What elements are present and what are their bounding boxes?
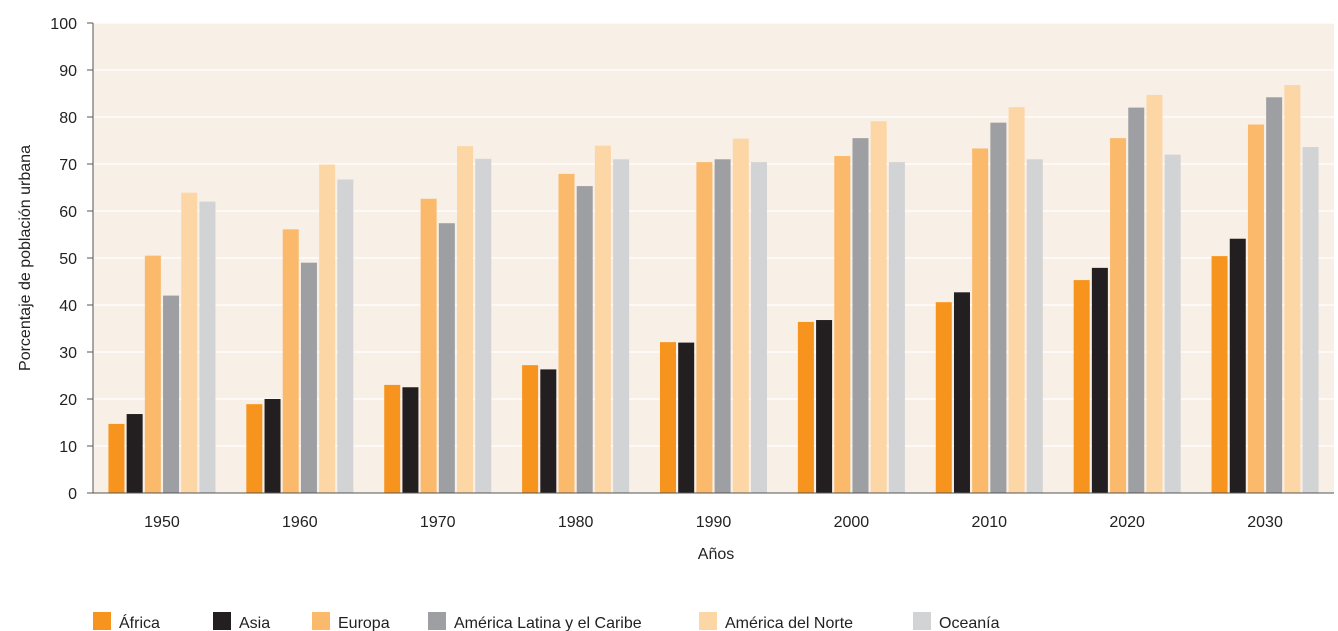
bar-1950-4: [181, 192, 198, 494]
bar-2000-1: [816, 320, 833, 493]
x-tick-label: 1980: [558, 514, 594, 531]
axes: [92, 23, 1334, 494]
bar-1950-3: [163, 295, 180, 493]
bar-2010-4: [1008, 107, 1025, 493]
bar-1970-4: [457, 146, 474, 493]
bar-1990-2: [696, 162, 713, 493]
bar-1950-0: [108, 423, 125, 493]
bar-2020-5: [1164, 154, 1181, 493]
bar-1960-4: [319, 164, 336, 493]
bar-2010-3: [990, 122, 1007, 493]
y-tick-label: 60: [59, 204, 77, 221]
bar-1970-3: [438, 223, 455, 493]
bar-1960-2: [282, 229, 299, 493]
bar-1970-2: [420, 198, 437, 493]
bar-1950-1: [126, 414, 143, 493]
legend-swatch: [699, 612, 717, 630]
bar-1950-2: [144, 255, 161, 493]
y-axis-title: Porcentaje de población urbana: [17, 145, 34, 371]
legend-swatch: [428, 612, 446, 630]
bar-2030-4: [1284, 85, 1301, 493]
bar-1950-5: [199, 201, 216, 493]
y-tick-label: 0: [68, 486, 77, 503]
y-tick-label: 100: [50, 16, 77, 33]
legend-label: Europa: [338, 615, 390, 631]
bar-2020-1: [1091, 267, 1108, 493]
bar-2010-1: [953, 292, 970, 493]
x-tick-label: 1990: [696, 514, 732, 531]
bar-2000-4: [870, 121, 887, 493]
legend-label: África: [119, 613, 160, 631]
bar-1980-5: [613, 159, 630, 494]
bar-2000-5: [888, 162, 905, 493]
bar-1970-1: [402, 387, 419, 493]
bar-2000-2: [834, 156, 851, 493]
legend-swatch: [93, 612, 111, 630]
x-tick-labels: 1950 1960 1970 1980 1990 2000 2010 2020 2030: [144, 514, 1283, 531]
bar-1970-5: [475, 158, 492, 493]
bar-1980-3: [576, 186, 593, 493]
bar-1980-1: [540, 369, 557, 493]
bar-2020-2: [1110, 138, 1127, 493]
bar-2010-0: [935, 302, 952, 493]
bar-1960-0: [246, 404, 263, 493]
x-tick-label: 1960: [282, 514, 318, 531]
bar-1960-1: [264, 399, 281, 493]
legend-swatch: [913, 612, 931, 630]
y-tick-label: 70: [59, 157, 77, 174]
x-tick-label: 2010: [971, 514, 1007, 531]
bar-1990-4: [732, 138, 749, 493]
bar-2030-3: [1266, 97, 1283, 493]
bar-2000-3: [852, 138, 869, 493]
legend-label: Asia: [239, 615, 270, 631]
y-tick-label: 20: [59, 392, 77, 409]
x-tick-label: 2030: [1247, 514, 1283, 531]
legend-label: América del Norte: [725, 615, 853, 631]
x-tick-label: 1970: [420, 514, 456, 531]
x-tick-label: 2020: [1109, 514, 1145, 531]
y-tick-labels: 0 10 20 30 40 50 60 70 80 90 100: [50, 16, 77, 503]
y-tick-label: 10: [59, 439, 77, 456]
legend: África Asia Europa América Latina y el Cari…: [93, 612, 1000, 631]
bar-1990-3: [714, 159, 731, 494]
bar-2010-2: [972, 148, 989, 494]
y-tick-label: 50: [59, 251, 77, 268]
bar-2030-2: [1247, 124, 1264, 494]
bar-1960-5: [337, 179, 354, 493]
gridlines: [87, 22, 1334, 494]
legend-swatch: [312, 612, 330, 630]
y-tick-label: 90: [59, 63, 77, 80]
bar-2010-5: [1026, 159, 1043, 494]
legend-swatch: [213, 612, 231, 630]
y-tick-label: 40: [59, 298, 77, 315]
bar-1990-0: [660, 342, 676, 493]
bar-2030-0: [1211, 256, 1228, 493]
legend-label: América Latina y el Caribe: [454, 615, 642, 631]
bar-1990-1: [678, 342, 695, 493]
x-axis-title: Años: [698, 546, 734, 563]
bar-2020-4: [1146, 94, 1163, 493]
legend-label: Oceanía: [939, 615, 1000, 631]
x-tick-label: 2000: [834, 514, 870, 531]
bar-1970-0: [384, 384, 401, 493]
bar-2020-0: [1073, 280, 1090, 493]
bar-2020-3: [1128, 107, 1145, 493]
bar-2030-5: [1302, 147, 1319, 493]
y-tick-label: 30: [59, 345, 77, 362]
bar-2000-0: [797, 321, 814, 493]
y-tick-label: 80: [59, 110, 77, 127]
x-tick-label: 1950: [144, 514, 180, 531]
bar-2030-1: [1229, 238, 1246, 493]
bars: [108, 85, 1319, 494]
bar-1980-2: [558, 173, 575, 493]
bar-1980-0: [522, 365, 539, 493]
bar-1990-5: [751, 162, 767, 493]
bar-1960-3: [300, 262, 317, 493]
bar-1980-4: [594, 145, 611, 494]
